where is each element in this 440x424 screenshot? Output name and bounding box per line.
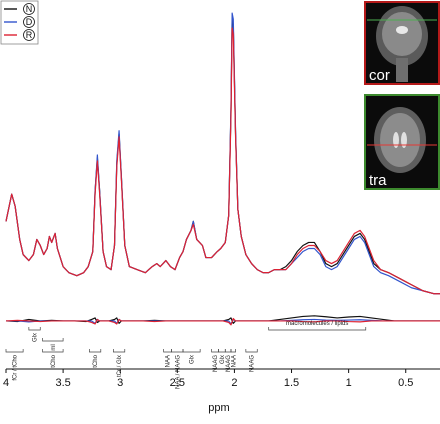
annotation-label: NAAG bbox=[226, 355, 232, 372]
annotation-bracket bbox=[245, 349, 258, 353]
annotation-label: NAAG bbox=[213, 355, 219, 372]
coronal-ventricle bbox=[396, 26, 408, 34]
legend-marker-N bbox=[23, 3, 35, 15]
transverse-ventricle-left bbox=[393, 132, 399, 148]
annotation-label: NAAG bbox=[250, 355, 256, 372]
annotation-bracket bbox=[89, 349, 102, 353]
legend-marker-R bbox=[23, 29, 35, 41]
annotation-label: mI bbox=[51, 344, 57, 351]
coronal-inset-label: cor bbox=[369, 67, 390, 84]
annotation-bracket bbox=[171, 349, 184, 353]
x-tick-label: 4 bbox=[3, 377, 9, 389]
x-tick-label: 3.5 bbox=[55, 377, 70, 389]
x-tick-label: 1.5 bbox=[284, 377, 299, 389]
x-tick-label: 3 bbox=[117, 377, 123, 389]
annotation-bracket bbox=[28, 327, 41, 331]
annotation-bracket bbox=[218, 349, 226, 353]
annotation-bracket bbox=[42, 338, 64, 342]
annotation-label: tCho bbox=[93, 354, 99, 367]
annotation-label: tCho bbox=[51, 354, 57, 367]
series-residual-R bbox=[5, 317, 440, 326]
annotation-label: macromolecules / lipids bbox=[286, 321, 348, 327]
annotation-bracket bbox=[5, 349, 24, 353]
coronal-inset: cor bbox=[364, 1, 440, 85]
annotation-bracket bbox=[268, 327, 367, 331]
annotation-label: NAA bbox=[231, 355, 237, 367]
annotation-bracket bbox=[113, 349, 126, 353]
series-residual-N bbox=[5, 315, 440, 324]
series-spectrum-R bbox=[5, 27, 440, 295]
annotation-label: fCr / tCho bbox=[13, 354, 19, 380]
transverse-ventricle-right bbox=[401, 132, 407, 148]
annotation-bracket bbox=[224, 349, 232, 353]
legend-label-D: D bbox=[26, 17, 33, 27]
coronal-brainstem bbox=[396, 58, 408, 82]
legend-marker-D bbox=[23, 16, 35, 28]
transverse-inset: tra bbox=[364, 94, 440, 190]
x-tick-label: 2.5 bbox=[170, 377, 185, 389]
annotation-label: Glx bbox=[33, 333, 39, 342]
legend: NDR bbox=[0, 0, 39, 45]
annotation-label: tCr / Glx bbox=[117, 355, 123, 377]
annotation-label: Glx bbox=[220, 355, 226, 364]
transverse-brain-inner bbox=[380, 113, 420, 167]
x-tick-label: 0.5 bbox=[398, 377, 413, 389]
annotation-bracket bbox=[182, 349, 201, 353]
annotation-bracket bbox=[211, 349, 219, 353]
annotation-label: NAA / NAAG bbox=[175, 355, 181, 389]
annotation-label: Glx bbox=[190, 355, 196, 364]
x-axis: 4 3.5 3 2.5 2 1.5 1 0.5 bbox=[3, 368, 440, 389]
legend-label-N: N bbox=[26, 4, 33, 14]
annotation-bracket bbox=[42, 349, 64, 353]
series-residual-D bbox=[6, 318, 440, 325]
transverse-inset-label: tra bbox=[369, 172, 387, 189]
legend-label-R: R bbox=[26, 30, 33, 40]
x-tick-label: 2 bbox=[231, 377, 237, 389]
x-axis-title: ppm bbox=[208, 402, 229, 414]
annotation-bracket bbox=[230, 349, 236, 353]
plot-area bbox=[5, 12, 440, 326]
x-tick-label: 1 bbox=[346, 377, 352, 389]
annotation-label: NAA bbox=[166, 355, 172, 367]
annotation-bracket bbox=[163, 349, 172, 353]
